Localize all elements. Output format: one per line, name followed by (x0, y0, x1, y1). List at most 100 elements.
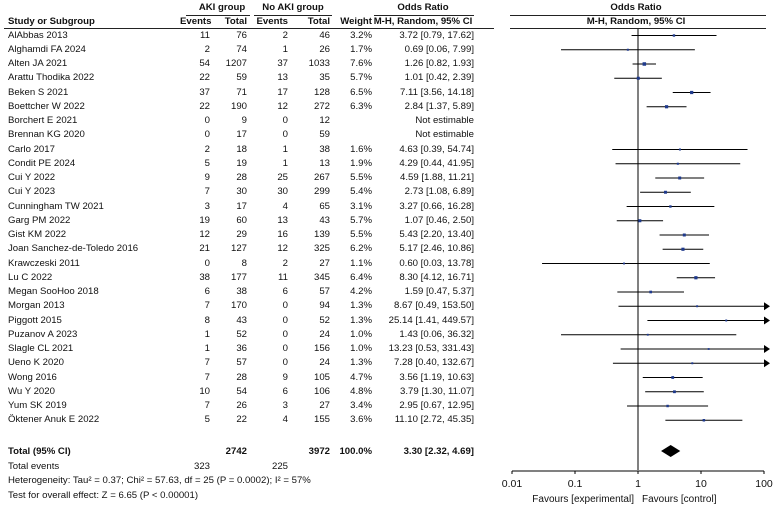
point-estimate (681, 247, 685, 251)
aki-events: 54 (199, 58, 210, 69)
aki-events: 9 (204, 172, 210, 183)
total-header: Total (224, 16, 247, 27)
point-estimate (649, 290, 653, 294)
aki-total: 9 (241, 115, 247, 126)
no-aki-events: 13 (277, 72, 288, 84)
odds-ratio-ci: 0.69 [0.06, 7.99] (404, 43, 474, 55)
study-name: Puzanov A 2023 (8, 328, 78, 340)
aki-events: 5 (204, 414, 210, 426)
total-weight: 100.0% (339, 446, 372, 457)
odds-ratio-ci: 1.26 [0.82, 1.93] (404, 58, 474, 69)
no-aki-events: 4 (282, 200, 288, 212)
aki-events: 1 (204, 328, 210, 340)
study-name: Cui Y 2023 (8, 186, 56, 198)
point-estimate (636, 76, 640, 80)
aki-events: 7 (204, 186, 210, 198)
no-aki-events: 9 (282, 371, 288, 383)
study-name: Alghamdi FA 2024 (8, 43, 86, 55)
no-aki-total: 128 (313, 86, 330, 98)
aki-total: 19 (236, 157, 247, 169)
study-name: Garg PM 2022 (8, 214, 71, 226)
study-name: Megan SooHoo 2018 (8, 286, 99, 297)
no-aki-total: 26 (319, 43, 330, 55)
aki-total: 57 (236, 357, 247, 369)
aki-total: 38 (236, 286, 247, 297)
point-estimate (690, 90, 694, 95)
no-aki-total: 155 (313, 414, 330, 426)
aki-events: 6 (204, 286, 210, 297)
ci-arrow-right (764, 302, 770, 311)
aki-events: 8 (204, 314, 210, 326)
odds-ratio-ci: 3.56 [1.19, 10.63] (399, 371, 474, 383)
events2-header: Events (256, 16, 288, 27)
aki-total: 71 (236, 86, 247, 98)
weight: 5.7% (350, 214, 372, 226)
total2-header: Total (307, 16, 330, 27)
odds-ratio-ci: 5.17 [2.46, 10.86] (399, 243, 474, 255)
aki-total: 43 (236, 314, 247, 326)
weight: 1.7% (350, 43, 372, 55)
no-aki-total: 299 (313, 186, 330, 198)
no-aki-events: 25 (277, 172, 288, 183)
no-aki-events: 0 (282, 300, 288, 312)
no-aki-group-underline (254, 15, 332, 16)
favours-left-label: Favours [experimental] (532, 494, 634, 505)
no-aki-total: 12 (319, 115, 330, 126)
no-aki-total: 272 (313, 100, 330, 112)
weight: 1.0% (350, 343, 372, 354)
point-estimate (682, 233, 686, 237)
point-estimate (626, 48, 629, 51)
point-estimate (678, 148, 681, 151)
no-aki-events: 6 (282, 385, 288, 397)
aki-total: 17 (236, 129, 247, 141)
no-aki-events: 1 (282, 43, 288, 55)
aki-events: 5 (204, 157, 210, 169)
odds-ratio-ci: 3.72 [0.79, 17.62] (399, 29, 474, 41)
odds-ratio-ci: 1.07 [0.46, 2.50] (404, 214, 474, 226)
ci-arrow-right (764, 359, 770, 368)
point-estimate (666, 404, 669, 408)
odds-ratio-ci: 4.29 [0.44, 41.95] (399, 157, 474, 169)
study-name: Condit PE 2024 (8, 157, 76, 169)
no-aki-events: 0 (282, 314, 288, 326)
weight: 5.5% (350, 229, 372, 240)
odds-ratio-left-header: Odds Ratio (397, 2, 449, 13)
no-aki-events: 0 (282, 328, 288, 340)
no-aki-total: 24 (319, 328, 330, 340)
aki-events: 22 (199, 100, 210, 112)
no-aki-total: 46 (319, 29, 330, 41)
odds-ratio-ci: 0.60 [0.03, 13.78] (399, 257, 474, 269)
aki-events: 7 (204, 400, 210, 411)
weight: 5.7% (350, 72, 372, 84)
total-no-aki: 3972 (308, 446, 330, 457)
point-estimate (694, 276, 698, 280)
no-aki-group-header: No AKI group (262, 2, 324, 13)
aki-events: 0 (204, 129, 210, 141)
no-aki-total: 13 (319, 157, 330, 169)
weight: 1.3% (350, 314, 372, 326)
weight: 6.4% (350, 271, 372, 283)
no-aki-events: 0 (282, 115, 288, 126)
study-header: Study or Subgroup (8, 16, 95, 27)
odds-ratio-ci: 8.30 [4.12, 16.71] (399, 271, 474, 283)
no-aki-total: 156 (313, 343, 330, 354)
study-name: Gist KM 2022 (8, 229, 67, 240)
aki-events: 21 (199, 243, 210, 255)
study-name: Beken S 2021 (8, 86, 69, 98)
overall-effect-text: Test for overall effect: Z = 6.65 (P < 0… (8, 490, 199, 501)
weight: 6.5% (350, 86, 372, 98)
axis-tick-label: 10 (695, 478, 707, 490)
study-name: Wong 2016 (8, 371, 57, 383)
weight: 7.6% (350, 58, 372, 69)
axis-tick-label: 100 (755, 478, 773, 490)
study-name: Cui Y 2022 (8, 172, 56, 183)
point-estimate (623, 262, 625, 265)
odds-ratio-ci: Not estimable (415, 115, 474, 126)
no-aki-events: 2 (282, 29, 288, 41)
ci-arrow-right (764, 345, 770, 353)
plot-top-rule (510, 28, 766, 29)
study-name: Boettcher W 2022 (8, 100, 85, 112)
aki-total: 54 (236, 385, 247, 397)
no-aki-events: 13 (277, 214, 288, 226)
